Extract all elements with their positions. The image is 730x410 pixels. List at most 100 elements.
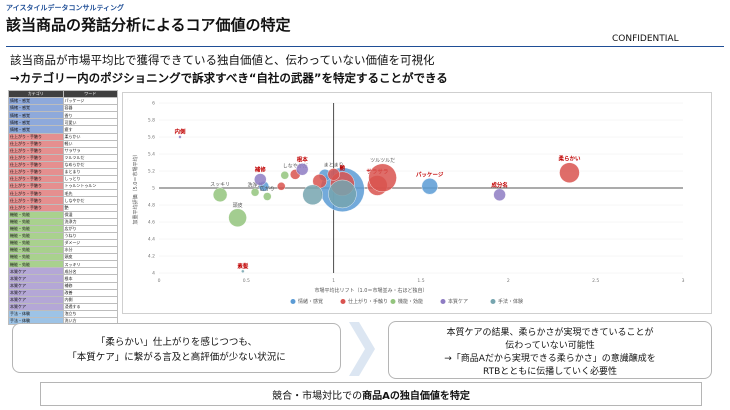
table-cell-category: 仕上がり・手触り bbox=[8, 189, 64, 198]
table-cell-word: トゥルントゥルン bbox=[62, 182, 118, 191]
table-cell-category: 本質ケア bbox=[8, 302, 64, 311]
x-tick-label: 2.5 bbox=[592, 278, 599, 284]
scatter-point bbox=[254, 173, 267, 186]
legend-marker bbox=[490, 299, 496, 304]
table-cell-word: 水分 bbox=[62, 246, 118, 255]
table-row: 仕上がり・手触り 軽い bbox=[8, 139, 118, 148]
table-cell-category: 情緒・感覚 bbox=[8, 125, 64, 134]
table-cell-word: しっとり bbox=[62, 175, 118, 184]
table-cell-category: 機能・効能 bbox=[8, 224, 64, 233]
table-cell-category: 機能・効能 bbox=[8, 231, 64, 240]
table-row: 機能・効能 洗浄力 bbox=[8, 217, 118, 226]
legend-label: 仕上がり・手触り bbox=[348, 298, 388, 305]
table-cell-category: 手法・体験 bbox=[8, 309, 64, 319]
table-cell-word: 軽い bbox=[62, 139, 118, 148]
right-box-line-3: →「商品Aだから実現できる柔らかさ」の意識醸成を bbox=[444, 354, 656, 364]
legend-marker bbox=[340, 299, 346, 304]
left-box-line-1: 「柔らかい」仕上がりを感じつつも、 bbox=[95, 337, 258, 348]
table-row: 仕上がり・手触り サラサラ bbox=[8, 146, 118, 155]
table-cell-category: 機能・効能 bbox=[8, 217, 64, 226]
table-cell-category: 仕上がり・手触り bbox=[8, 168, 64, 177]
legend-label: 本質ケア bbox=[448, 298, 468, 305]
table-cell-category: 仕上がり・手触り bbox=[8, 132, 64, 141]
table-cell-category: 情緒・感覚 bbox=[8, 118, 64, 127]
scatter-point bbox=[302, 184, 323, 206]
table-cell-word: 補修 bbox=[62, 281, 118, 290]
table-row: 本質ケア 成分名 bbox=[8, 267, 118, 276]
legend-marker bbox=[390, 299, 396, 304]
table-cell-word: 泡立ち bbox=[62, 309, 118, 319]
point-label: 洗浄力 bbox=[248, 181, 263, 188]
point-label: 根本 bbox=[297, 155, 309, 163]
table-cell-category: 本質ケア bbox=[8, 288, 64, 297]
x-tick-label: 0 bbox=[158, 278, 161, 284]
insight-right-box: 本質ケアの結果、柔らかさが実現できていることが 伝わっていない可能性 →「商品A… bbox=[388, 321, 712, 379]
y-tick-label: 5.2 bbox=[148, 169, 155, 175]
table-cell-word: ダメージ bbox=[62, 238, 118, 248]
brand-logo-text: アイスタイルデータコンサルティング bbox=[6, 4, 125, 12]
table-cell-word: スッキリ bbox=[62, 260, 118, 269]
y-tick-label: 4.4 bbox=[148, 237, 155, 243]
table-cell-category: 機能・効能 bbox=[8, 260, 64, 269]
scatter-point bbox=[241, 269, 245, 274]
scatter-point bbox=[327, 168, 340, 181]
table-cell-word: 柔らかい bbox=[62, 132, 118, 141]
table-cell-category: 機能・効能 bbox=[8, 246, 64, 255]
table-cell-word: 洗浄力 bbox=[62, 217, 118, 226]
scatter-point bbox=[280, 171, 289, 180]
page-title: 該当商品の発話分析によるコア価値の特定 bbox=[6, 16, 291, 34]
subtitle-line-2: →カテゴリー内のポジショニングで訴求すべき“自社の武器”を特定することができる bbox=[10, 71, 448, 85]
title-divider bbox=[6, 46, 724, 47]
y-tick-label: 4.2 bbox=[148, 254, 155, 260]
x-tick-label: 1 bbox=[332, 278, 335, 284]
table-cell-word: 香り bbox=[62, 111, 118, 120]
conclusion-text: 競合・市場対比での商品Aの独自価値を特定 bbox=[41, 387, 701, 402]
point-label: 成分名 bbox=[491, 181, 508, 189]
point-label: 艶 bbox=[340, 164, 346, 172]
table-row: 情緒・感覚 癒す bbox=[8, 125, 118, 134]
legend-label: 手法・体験 bbox=[498, 298, 523, 305]
table-row: 本質ケア 浸透する bbox=[8, 302, 118, 311]
table-row: 仕上がり・手触り まとまり bbox=[8, 168, 118, 177]
table-row: 仕上がり・手触り なめらかだ bbox=[8, 160, 118, 170]
table-cell-word: 広がり bbox=[62, 224, 118, 233]
point-label: 広がり bbox=[260, 186, 275, 193]
point-label: 柔らかい bbox=[558, 155, 581, 163]
table-cell-category: 情緒・感覚 bbox=[8, 104, 64, 113]
table-cell-category: 仕上がり・手触り bbox=[8, 182, 64, 191]
table-row: 情緒・感覚 香り bbox=[8, 111, 118, 120]
table-cell-word: うねり bbox=[62, 231, 118, 240]
x-tick-label: 0.5 bbox=[243, 278, 250, 284]
legend-label: 情緒・感覚 bbox=[298, 298, 323, 305]
scatter-point bbox=[493, 188, 506, 202]
category-word-table: カテゴリ ワード 情緒・感覚 パッケージ 情緒・感覚 容器 情緒・感覚 香り 情緒・感覚 可愛… bbox=[8, 89, 118, 326]
scatter-chart: 4 4.2 4.4 4.6 4.8 5 5.2 5.4 5.6 5.8 6 0 0.5 1 1.5 2 2.5 3… bbox=[132, 101, 685, 306]
chevron-right-icon bbox=[349, 322, 375, 376]
table-cell-category: 仕上がり・手触り bbox=[8, 146, 64, 155]
table-row: 仕上がり・手触り しっとり bbox=[8, 175, 118, 184]
scatter-point bbox=[421, 178, 438, 195]
subtitle-line-1: 該当商品が市場平均比で獲得できている独自価値と、伝わっていない価値を可視化 bbox=[10, 53, 435, 67]
table-cell-category: 仕上がり・手触り bbox=[8, 139, 64, 148]
conclusion-prefix: 競合・市場対比での bbox=[272, 391, 363, 402]
table-row: 機能・効能 うねり bbox=[8, 231, 118, 240]
table-cell-word: 根本 bbox=[62, 274, 118, 283]
table-cell-word: 艶 bbox=[62, 203, 118, 212]
scatter-point bbox=[559, 162, 580, 183]
point-label: しなやかだ bbox=[283, 162, 308, 169]
left-box-line-2: 「本質ケア」に繋がる言及と高評価が少ない状況に bbox=[67, 352, 286, 363]
conclusion-emphasis: 商品Aの独自価値を特定 bbox=[362, 391, 470, 402]
right-box-line-1: 本質ケアの結果、柔らかさが実現できていることが bbox=[446, 328, 654, 338]
table-row: 本質ケア 改善 bbox=[8, 288, 118, 297]
table-row: 仕上がり・手触り艶 bbox=[8, 203, 118, 212]
table-cell-word: まとまり bbox=[62, 168, 118, 177]
table-cell-category: 機能・効能 bbox=[8, 210, 64, 219]
y-tick-label: 5.8 bbox=[148, 118, 155, 124]
scatter-point bbox=[328, 179, 357, 209]
conclusion-box: 競合・市場対比での商品Aの独自価値を特定 bbox=[40, 382, 702, 406]
point-label: まとまり bbox=[324, 162, 344, 168]
y-tick-label: 5.4 bbox=[148, 152, 155, 158]
table-cell-word: 浸透する bbox=[62, 302, 118, 311]
x-tick-label: 2 bbox=[507, 278, 510, 284]
legend-marker bbox=[290, 299, 296, 304]
